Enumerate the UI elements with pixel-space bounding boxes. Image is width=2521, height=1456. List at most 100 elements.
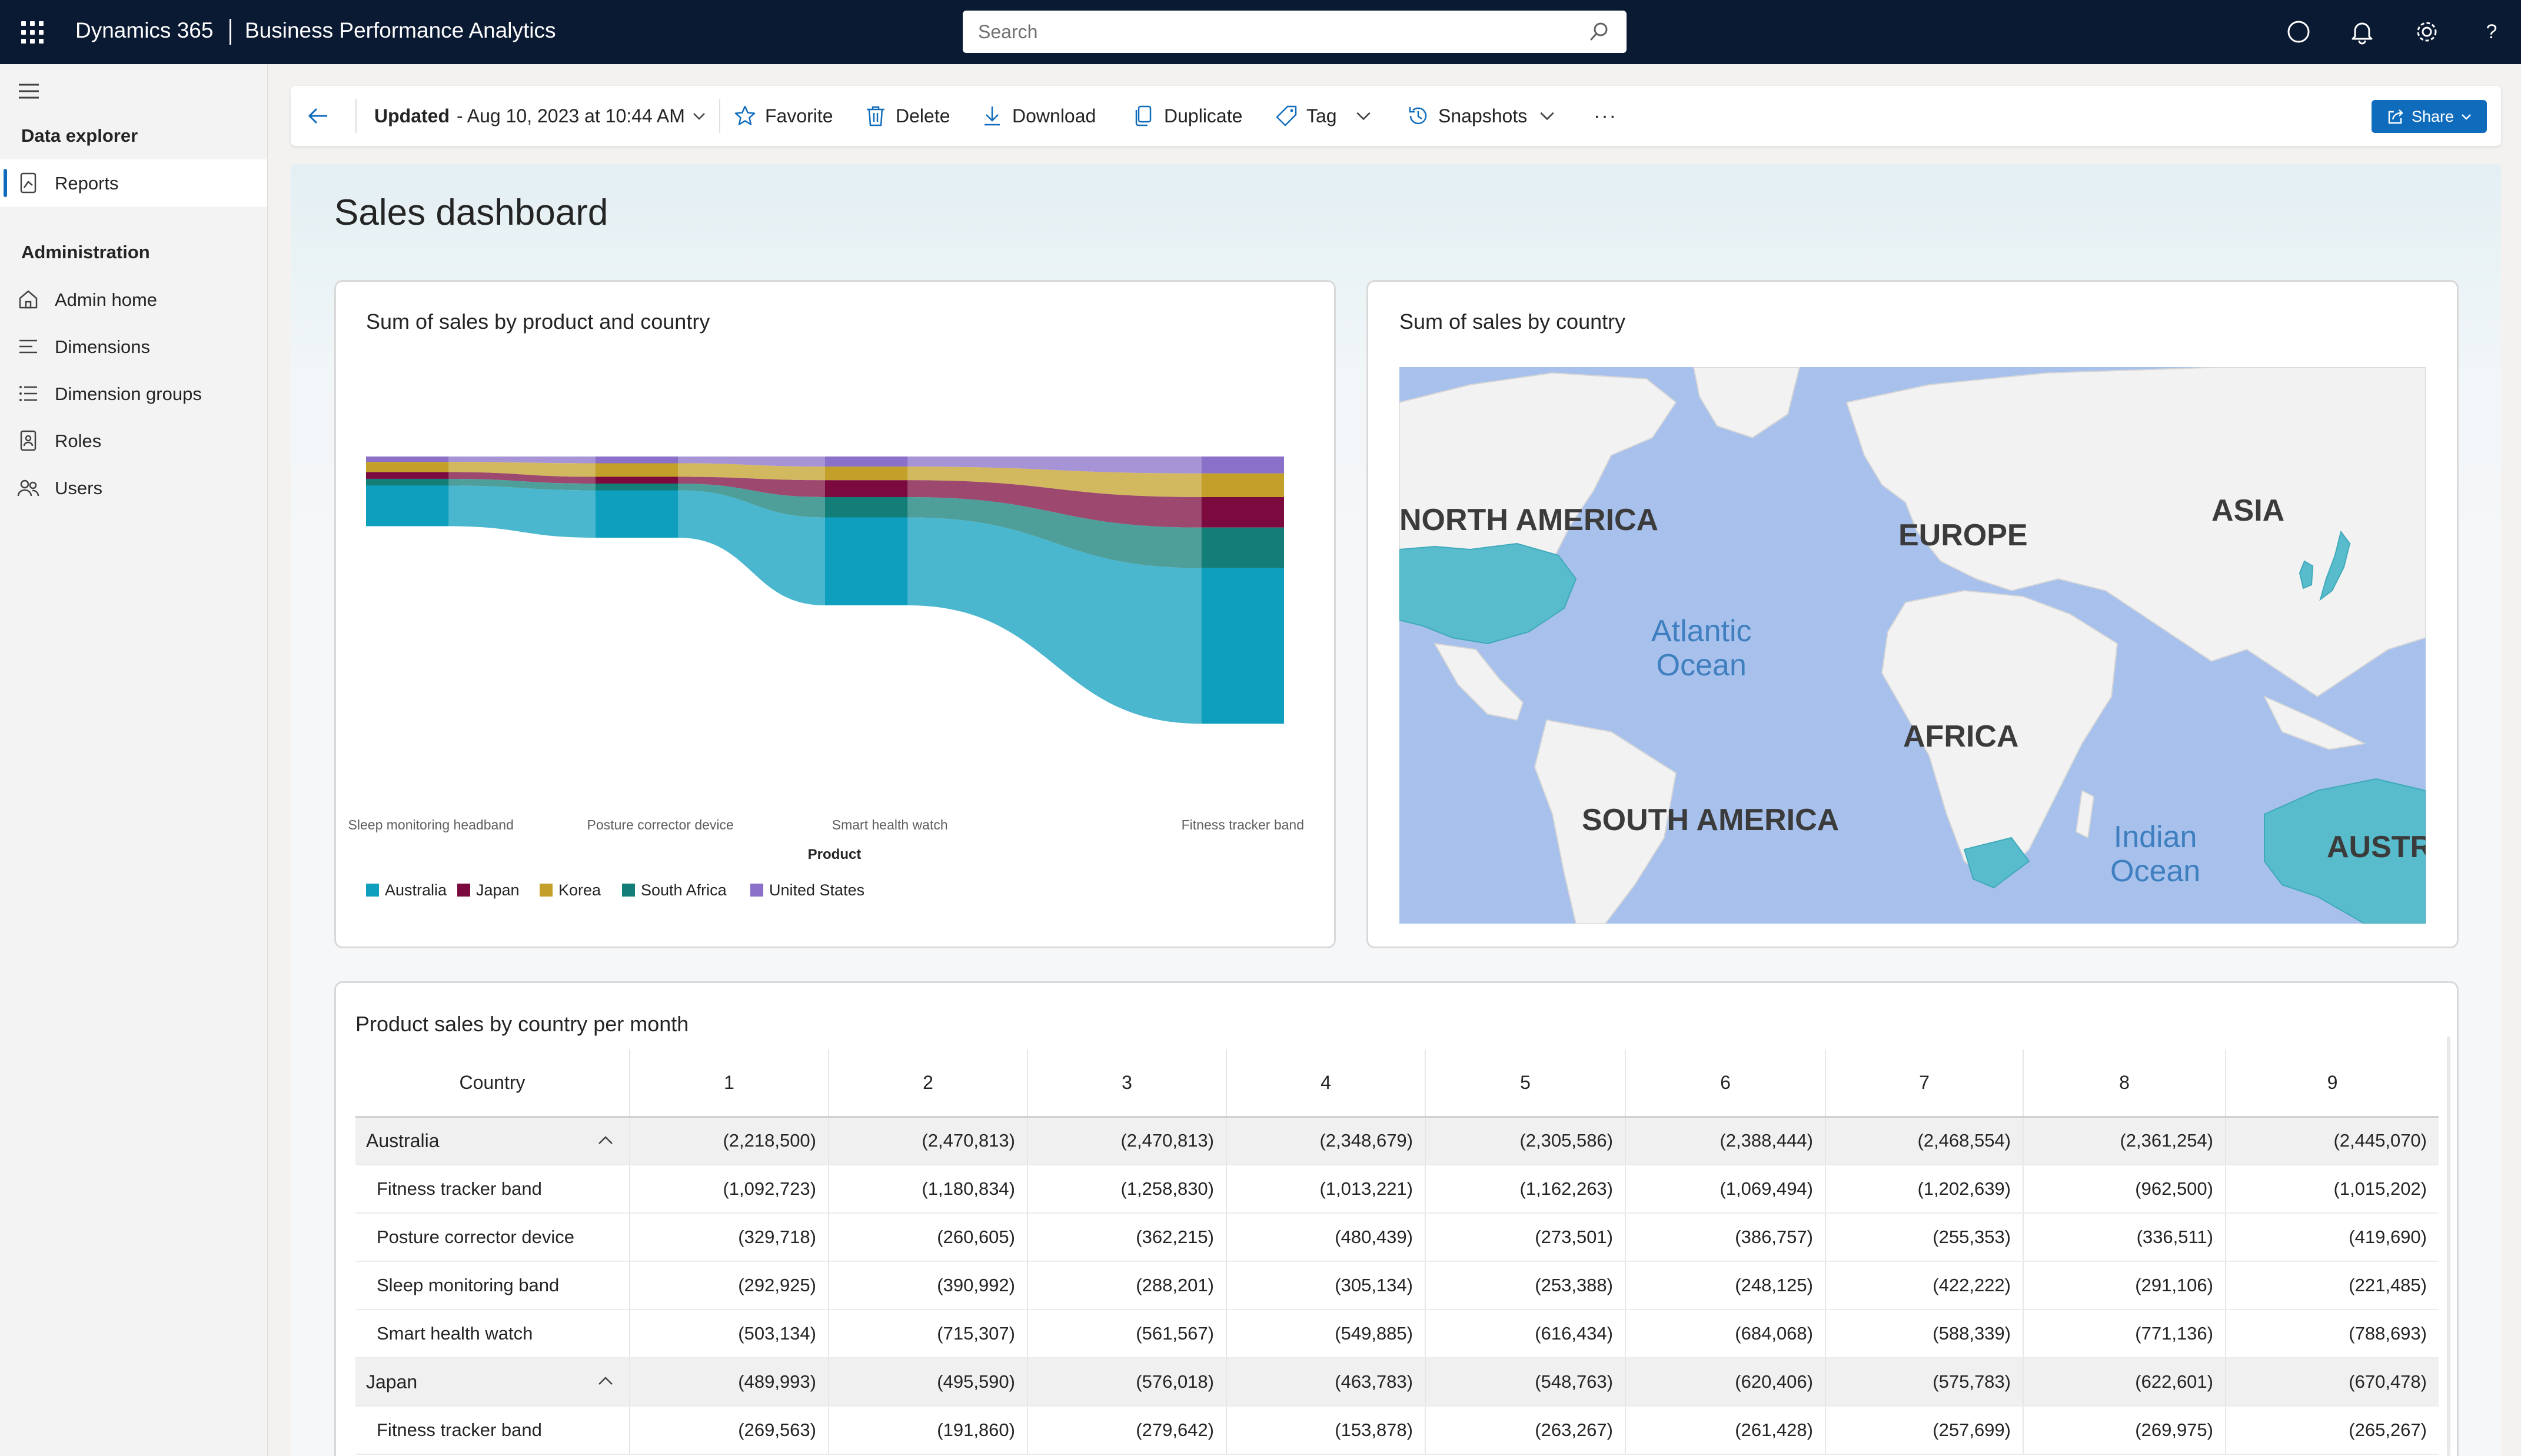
table-cell: (279,642) [1027,1406,1226,1455]
map-label-indian-ocean: Indian Ocean [2110,820,2200,888]
row-label-cell: Japan [355,1358,630,1407]
table-row[interactable]: Posture corrector device (329,718) (260,60… [355,1213,2439,1262]
world-map[interactable]: NORTH AMERICA EUROPE ASIA Atlantic Ocean… [1399,367,2426,924]
map-label-australia: AUSTRA [2327,830,2426,864]
roles-icon [20,430,36,451]
app-launcher-icon[interactable] [21,21,44,44]
row-label: Japan [366,1371,418,1392]
sidebar-item-label: Dimension groups [55,384,202,404]
chevron-up-icon[interactable] [597,1375,614,1387]
gear-icon[interactable] [2414,19,2440,45]
table-group-row[interactable]: Japan (489,993) (495,590) (576,018) (463,783… [355,1358,2439,1407]
chevron-down-icon [2462,114,2471,120]
map-label-atlantic-line2: Ocean [1656,648,1747,682]
download-icon [985,106,1000,126]
search-input[interactable] [978,11,1567,53]
delete-button[interactable]: Delete [864,86,950,146]
table-scrollbar[interactable] [2447,1037,2450,1456]
table-cell: (255,353) [1825,1213,2023,1262]
search-box[interactable] [963,11,1627,53]
table-cell: (336,511) [2023,1213,2226,1262]
map-label-south-america: SOUTH AMERICA [1582,803,1840,837]
sidebar-item-label: Dimensions [55,336,150,357]
copilot-icon[interactable] [2286,19,2312,45]
search-icon[interactable] [1589,21,1610,42]
share-button[interactable]: Share [2372,100,2487,133]
table-cell: (463,783) [1226,1358,1425,1407]
table-cell: (1,069,494) [1625,1165,1825,1214]
table-group-row[interactable]: Australia (2,218,500) (2,470,813) (2,470,81… [355,1117,2439,1165]
bell-icon[interactable] [2349,19,2375,45]
table-cell: (771,136) [2023,1310,2226,1358]
column-header-country[interactable]: Country [355,1049,630,1118]
duplicate-label: Duplicate [1164,105,1243,126]
duplicate-button[interactable]: Duplicate [1132,86,1242,146]
column-header-month[interactable]: 3 [1027,1049,1226,1118]
table-cell: (273,501) [1425,1213,1625,1262]
table-cell: (480,439) [1226,1213,1425,1262]
arrow-left-icon [308,108,327,124]
matrix-table[interactable]: Country 1 2 3 4 5 6 7 8 9 Australia (2,218,500) (2,… [355,1049,2439,1456]
sidebar-item-users[interactable]: Users [0,464,267,511]
table-cell: (2,445,070) [2225,1117,2439,1165]
row-label: Australia [366,1130,440,1151]
tag-icon [1276,105,1297,126]
map-label-europe: EUROPE [1898,518,2028,552]
table-cell: (549,885) [1226,1310,1425,1358]
table-cell: (422,222) [1825,1261,2023,1310]
map-label-asia: ASIA [2211,494,2285,528]
download-button[interactable]: Download [980,86,1096,146]
column-header-month[interactable]: 2 [828,1049,1027,1118]
table-row[interactable]: Sleep monitoring band (292,925) (390,992)(… [355,1261,2439,1310]
column-header-month[interactable]: 9 [2225,1049,2439,1118]
sidebar-item-roles[interactable]: Roles [0,417,267,464]
app-name[interactable]: Business Performance Analytics [245,18,556,42]
delete-label: Delete [896,105,950,126]
table-cell: (684,068) [1625,1310,1825,1358]
column-header-month[interactable]: 5 [1425,1049,1625,1118]
table-cell: (503,134) [629,1310,829,1358]
history-icon [1409,107,1427,125]
chevron-down-icon [693,113,705,120]
favorite-button[interactable]: Favorite [733,86,833,146]
snapshots-button[interactable]: Snapshots [1406,86,1527,146]
table-cell: (292,925) [629,1261,829,1310]
sidebar-item-admin-home[interactable]: Admin home [0,276,267,323]
table-cell: (153,878) [1226,1406,1425,1455]
column-header-month[interactable]: 7 [1825,1049,2023,1118]
page-title: Sales dashboard [334,192,608,233]
table-header-row: Country 1 2 3 4 5 6 7 8 9 [355,1049,2439,1118]
help-glyph: ? [2486,21,2497,43]
dimensions-icon [19,339,37,354]
table-cell: (788,693) [2225,1310,2439,1358]
column-header-month[interactable]: 8 [2023,1049,2226,1118]
tag-button[interactable]: Tag [1275,86,1337,146]
tag-dropdown[interactable] [1355,86,1372,146]
column-header-month[interactable]: 4 [1226,1049,1425,1118]
table-row[interactable]: Smart health watch (503,134) (715,307) (561… [355,1310,2439,1358]
command-bar: Updated - Aug 10, 2023 at 10:44 AM Favor… [291,86,2501,146]
help-icon[interactable]: ? [2479,19,2505,45]
product-name[interactable]: Dynamics 365 [75,18,214,42]
column-header-month[interactable]: 6 [1625,1049,1825,1118]
sidebar-item-label: Admin home [55,289,158,310]
sidebar-item-dimensions[interactable]: Dimensions [0,323,267,370]
chevron-up-icon[interactable] [597,1134,614,1146]
chart-card-sales-by-product[interactable] [334,280,1336,948]
snapshots-dropdown[interactable] [1538,86,1556,146]
table-row[interactable]: Fitness tracker band (269,563) (191,860) (2… [355,1406,2439,1455]
map-label-north-america: NORTH AMERICA [1399,503,1659,537]
sidebar-item-dimension-groups[interactable]: Dimension groups [0,370,267,417]
table-row[interactable]: Fitness tracker band (1,092,723) (1,180,83… [355,1165,2439,1214]
hamburger-menu-icon[interactable] [18,82,40,101]
column-header-month[interactable]: 1 [629,1049,829,1118]
updated-dropdown[interactable]: Updated - Aug 10, 2023 at 10:44 AM [374,86,707,146]
more-options-button[interactable]: ··· [1594,104,1617,127]
sidebar-item-reports[interactable]: Reports [0,159,267,206]
command-divider [355,99,357,133]
left-navigation: Data explorer Reports Administration Adm… [0,64,268,1456]
table-cell: (616,434) [1425,1310,1625,1358]
table-cell: (329,718) [629,1213,829,1262]
back-button[interactable] [306,86,338,146]
table-cell: (2,348,679) [1226,1117,1425,1165]
